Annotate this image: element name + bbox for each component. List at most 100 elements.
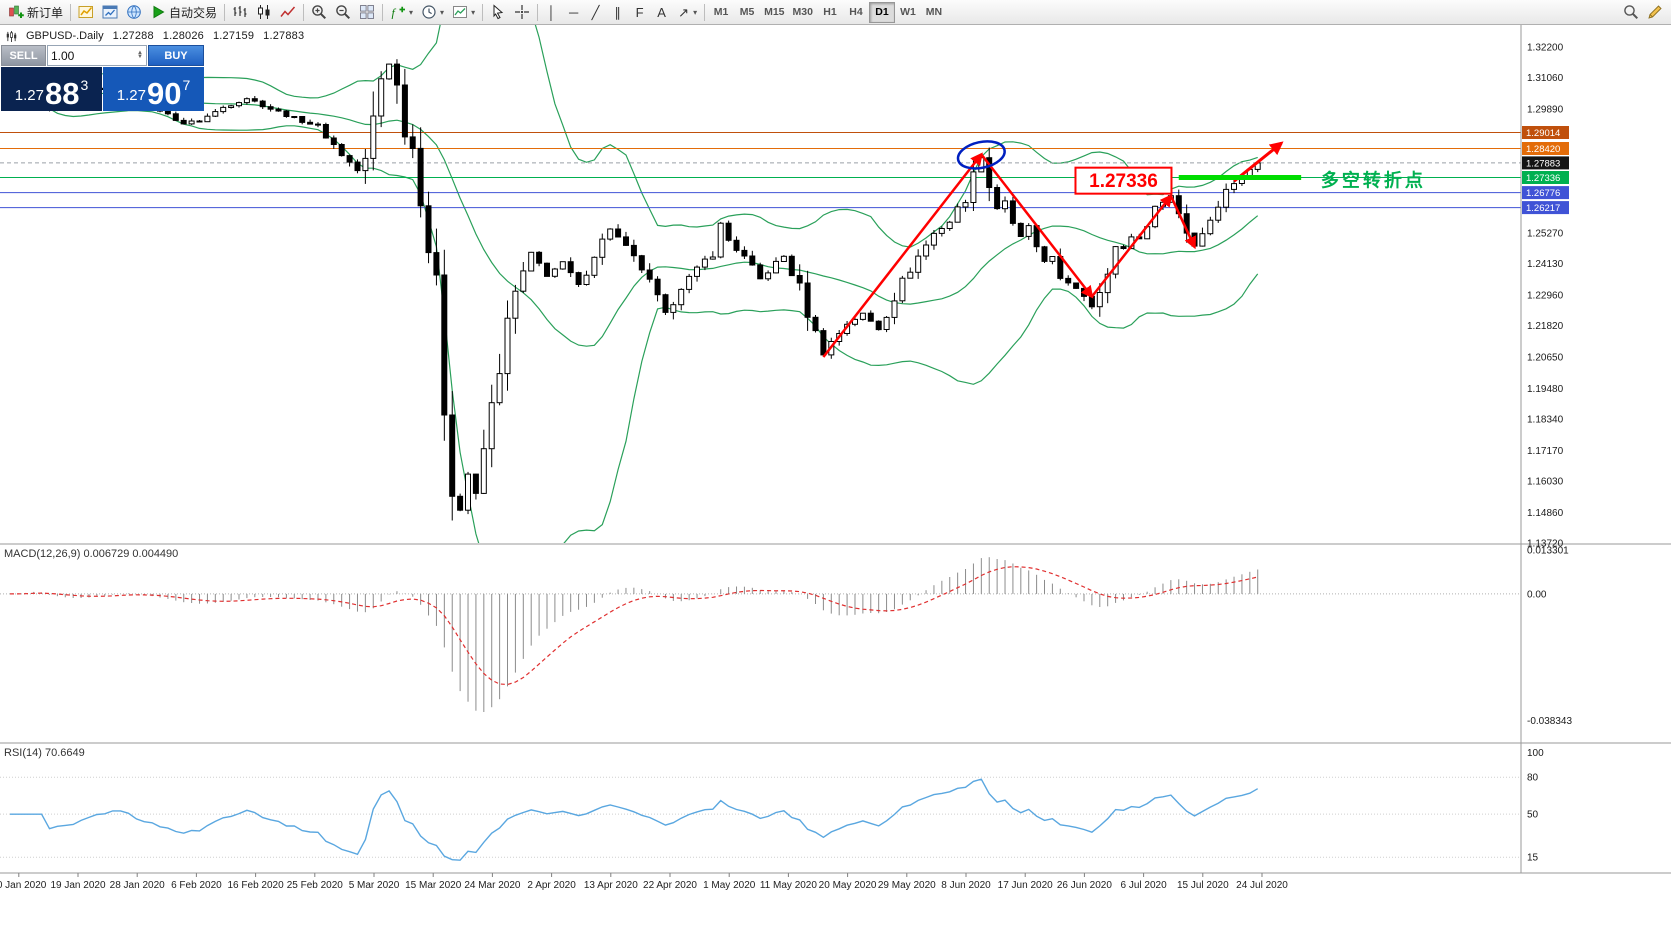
timeframe-m5-button[interactable]: M5	[734, 2, 760, 23]
ellipse-annotation[interactable]	[955, 137, 1007, 172]
symbol-chart-icon	[6, 30, 17, 42]
line-chart-button[interactable]	[276, 2, 300, 23]
trend-arrow-3[interactable]	[1090, 193, 1173, 298]
toolbar-separator	[224, 3, 226, 21]
timeframe-m1-button[interactable]: M1	[708, 2, 734, 23]
toolbar-separator	[537, 3, 539, 21]
chart-canvas[interactable]: 1.27336 多空转折点 0.013301 0.00 -0.038343 100 80 50…	[0, 25, 1671, 944]
dropdown-arrow-icon: ▾	[471, 7, 476, 17]
indicators-button[interactable]: f ▾	[386, 2, 417, 23]
svg-text:6 Feb 2020: 6 Feb 2020	[171, 880, 222, 891]
price-label-box[interactable]: 1.27336	[1074, 166, 1173, 195]
volume-stepper[interactable]: ▲ ▼	[137, 50, 143, 60]
timeframe-m15-button[interactable]: M15	[760, 2, 788, 23]
toolbar-right-group	[1619, 0, 1667, 24]
svg-text:1.16030: 1.16030	[1527, 477, 1564, 488]
svg-text:15: 15	[1527, 853, 1539, 864]
timeframe-h1-button[interactable]: H1	[817, 2, 843, 23]
zoom-in-button[interactable]	[307, 2, 331, 23]
fibonacci-button[interactable]: F	[629, 2, 651, 23]
svg-text:1.27883: 1.27883	[1526, 158, 1560, 169]
chart-profiles-button[interactable]	[98, 2, 122, 23]
toolbar-separator	[482, 3, 484, 21]
toolbar-separator	[382, 3, 384, 21]
text-label-icon: A	[657, 4, 666, 20]
macd-signal-line	[10, 566, 1258, 686]
sell-button[interactable]: SELL	[1, 45, 46, 66]
new-chart-button[interactable]	[74, 2, 98, 23]
equidistant-channel-icon: ∥	[614, 4, 621, 20]
fibonacci-icon: F	[635, 4, 644, 20]
timeframe-m30-button[interactable]: M30	[789, 2, 817, 23]
svg-text:1.18340: 1.18340	[1527, 415, 1564, 426]
templates-button[interactable]: ▾	[448, 2, 479, 23]
new-order-button[interactable]: 新订单	[4, 2, 67, 23]
horizontal-line-button[interactable]: ─	[563, 2, 585, 23]
price-axis[interactable]: 1.32200 1.31060 1.29890 1.25270 1.24130 1.229…	[1522, 43, 1569, 550]
chart-area[interactable]: 1.27336 多空转折点 0.013301 0.00 -0.038343 100 80 50…	[0, 25, 1671, 944]
edit-button[interactable]	[1643, 2, 1667, 23]
line-icon	[280, 4, 296, 20]
stepper-down-icon[interactable]: ▼	[137, 53, 143, 60]
axes: 0.013301 0.00 -0.038343 100 80 50 15	[0, 25, 1671, 874]
svg-text:11 May 2020: 11 May 2020	[760, 880, 818, 891]
toolbar-left-group: 新订单 自动交易 f ▾ ▾ ▾ │ ─ ╱ ∥ F A ↗ ▾ M1 M5 M15 M30 H1 H4 D1 W1 MN	[4, 0, 947, 24]
dropdown-arrow-icon: ▾	[440, 7, 445, 17]
volume-input[interactable]: 1.00 ▲ ▼	[47, 45, 147, 66]
trend-arrow-1[interactable]	[822, 152, 983, 358]
buy-price-display[interactable]: 1.27 90 7	[103, 67, 204, 111]
zoom-out-button[interactable]	[331, 2, 355, 23]
svg-text:1.24130: 1.24130	[1527, 259, 1564, 270]
trend-arrow-4[interactable]	[1169, 195, 1197, 250]
svg-text:10 Jan 2020: 10 Jan 2020	[0, 880, 47, 891]
equidistant-channel-button[interactable]: ∥	[607, 2, 629, 23]
price-badge-resistance-2: 1.28420	[1522, 142, 1569, 155]
bar-chart-button[interactable]	[228, 2, 252, 23]
svg-text:1.20650: 1.20650	[1527, 353, 1564, 364]
auto-trading-button[interactable]: 自动交易	[146, 2, 221, 23]
volume-value: 1.00	[51, 48, 75, 63]
timeframe-w1-button[interactable]: W1	[895, 2, 921, 23]
svg-text:1.25270: 1.25270	[1527, 229, 1564, 240]
svg-text:80: 80	[1527, 773, 1539, 784]
svg-text:1.32200: 1.32200	[1527, 43, 1564, 54]
sell-price-pipette: 3	[80, 77, 89, 93]
candlestick-chart-button[interactable]	[252, 2, 276, 23]
buy-price-pips: 90	[146, 76, 182, 112]
globe-icon	[126, 4, 142, 20]
cursor-button[interactable]	[486, 2, 510, 23]
trendline-button[interactable]: ╱	[585, 2, 607, 23]
svg-text:MACD(12,26,9) 0.006729 0.00449: MACD(12,26,9) 0.006729 0.004490	[4, 548, 178, 560]
community-button[interactable]	[122, 2, 146, 23]
tile-windows-button[interactable]	[355, 2, 379, 23]
crosshair-button[interactable]	[510, 2, 534, 23]
text-label-button[interactable]: A	[651, 2, 673, 23]
svg-text:25 Feb 2020: 25 Feb 2020	[287, 880, 344, 891]
arrow-objects-button[interactable]: ↗ ▾	[673, 2, 701, 23]
svg-text:1.31060: 1.31060	[1527, 73, 1564, 84]
price-badge-current-price: 1.27883	[1522, 156, 1569, 170]
timeframe-h4-button[interactable]: H4	[843, 2, 869, 23]
svg-text:1.14860: 1.14860	[1527, 508, 1564, 519]
svg-text:5 Mar 2020: 5 Mar 2020	[349, 880, 400, 891]
svg-text:19 Jan 2020: 19 Jan 2020	[50, 880, 105, 891]
forecast-arrow[interactable]	[1233, 141, 1284, 183]
svg-text:26 Jun 2020: 26 Jun 2020	[1057, 880, 1112, 891]
search-button[interactable]	[1619, 2, 1643, 23]
zoom-in-icon	[311, 4, 327, 20]
svg-text:13 Apr 2020: 13 Apr 2020	[584, 880, 638, 891]
sell-price-display[interactable]: 1.27 88 3	[1, 67, 102, 111]
periods-button[interactable]: ▾	[417, 2, 448, 23]
stepper-up-icon[interactable]: ▲	[137, 50, 143, 57]
turning-point-text[interactable]: 多空转折点	[1321, 170, 1426, 191]
buy-button[interactable]: BUY	[148, 45, 204, 66]
magnifier-icon	[1623, 4, 1639, 20]
timeframe-d1-button[interactable]: D1	[868, 1, 895, 23]
trend-arrow-2[interactable]	[980, 153, 1094, 299]
toolbar-separator	[70, 3, 72, 21]
svg-text:28 Jan 2020: 28 Jan 2020	[110, 880, 165, 891]
sell-price-pips: 88	[44, 76, 80, 112]
timeframe-mn-button[interactable]: MN	[921, 2, 947, 23]
vertical-line-button[interactable]: │	[541, 2, 563, 23]
